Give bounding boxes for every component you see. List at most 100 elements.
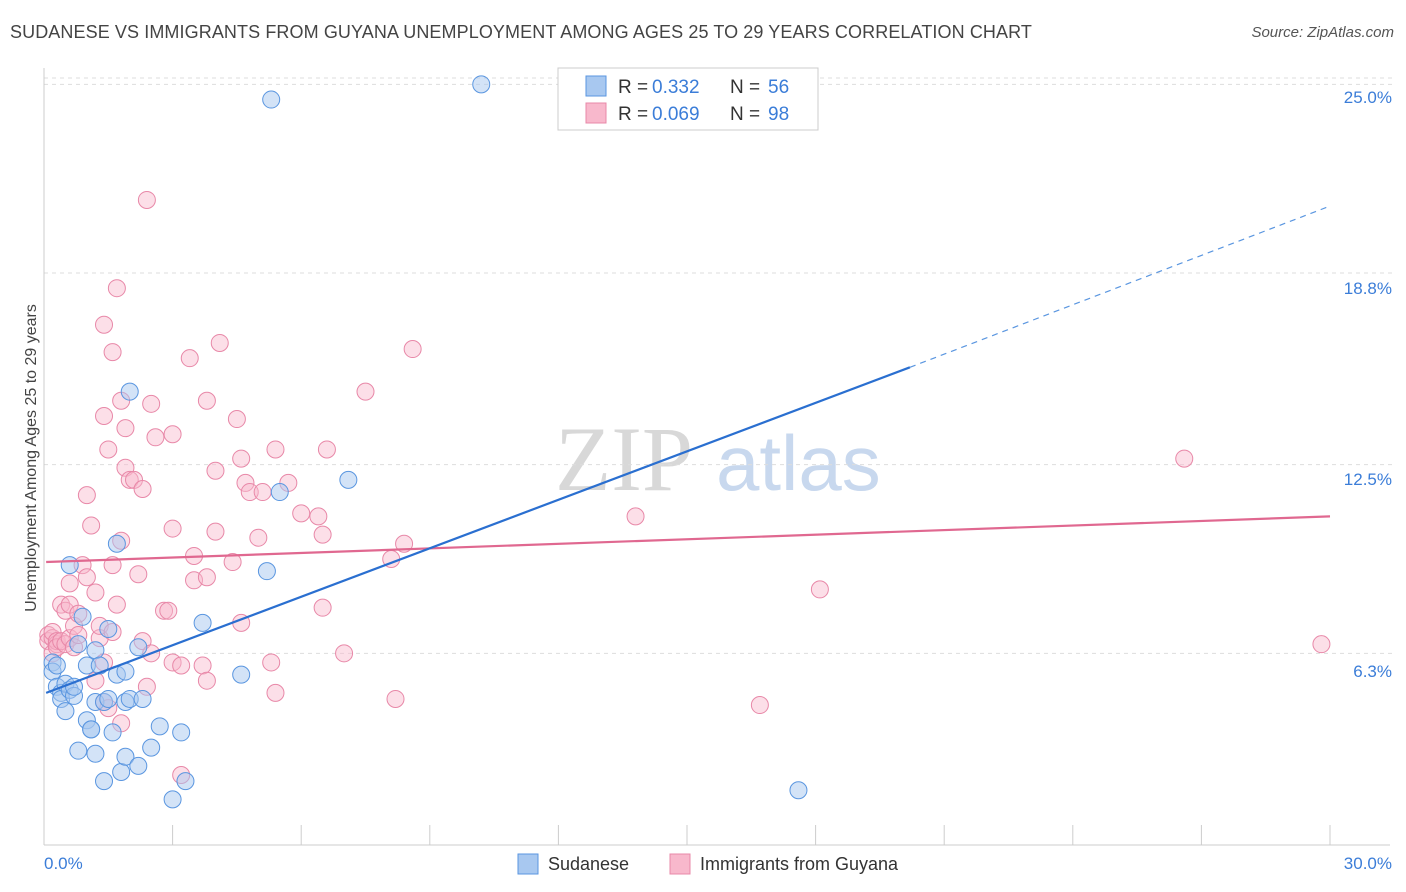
sudanese-point: [232, 665, 251, 684]
sudanese-point: [47, 656, 66, 675]
legend-r-value: 0.069: [652, 104, 700, 125]
guyana-point: [403, 340, 422, 359]
legend-r-value: 0.332: [652, 77, 700, 98]
guyana-point: [1312, 635, 1331, 654]
sudanese-point: [99, 689, 118, 708]
guyana-point: [146, 428, 165, 447]
guyana-point: [180, 349, 199, 368]
y-axis-title: Unemployment Among Ages 25 to 29 years: [23, 304, 40, 612]
y-tick-label: 12.5%: [1344, 470, 1392, 489]
sudanese-point: [69, 741, 88, 760]
legend-n-value: 56: [768, 77, 789, 98]
guyana-point: [116, 419, 135, 438]
sudanese-point: [339, 470, 358, 489]
sudanese-point: [86, 641, 105, 660]
legend-r-label: R =: [618, 77, 648, 98]
guyana-point: [107, 595, 126, 614]
guyana-point: [95, 406, 114, 425]
guyana-point: [262, 653, 281, 672]
guyana-point: [99, 440, 118, 459]
sudanese-trend-line: [45, 366, 911, 694]
sudanese-point: [257, 562, 276, 581]
guyana-point: [133, 480, 152, 499]
guyana-point: [317, 440, 336, 459]
watermark-atlas: atlas: [716, 419, 881, 507]
guyana-point: [253, 483, 272, 502]
x-tick-label-min: 0.0%: [44, 854, 83, 873]
sudanese-point: [472, 75, 491, 94]
sudanese-point: [270, 483, 289, 502]
trend-lines: [45, 205, 1331, 694]
source-label: Source: ZipAtlas.com: [1251, 24, 1394, 41]
guyana-point: [197, 671, 216, 690]
sudanese-point: [129, 638, 148, 657]
sudanese-point: [176, 772, 195, 791]
guyana-point: [223, 553, 242, 572]
guyana-point: [159, 601, 178, 620]
guyana-point: [60, 574, 79, 593]
sudanese-point: [103, 723, 122, 742]
guyana-point: [236, 473, 255, 492]
guyana-point: [197, 568, 216, 587]
guyana-point: [356, 382, 375, 401]
chart-title: SUDANESE VS IMMIGRANTS FROM GUYANA UNEMP…: [10, 22, 1032, 42]
guyana-point: [750, 696, 769, 715]
sudanese-point: [69, 635, 88, 654]
sudanese-point: [95, 772, 114, 791]
legend-n-label: N =: [730, 77, 760, 98]
sudanese-point: [789, 781, 808, 800]
guyana-point: [1175, 449, 1194, 468]
bottom-legend-label-guyana: Immigrants from Guyana: [700, 854, 899, 874]
sudanese-point: [90, 656, 109, 675]
sudanese-point: [86, 744, 105, 763]
y-tick-label: 6.3%: [1353, 662, 1392, 681]
guyana-point: [86, 583, 105, 602]
legend-n-value: 98: [768, 104, 789, 125]
guyana-point: [137, 190, 156, 209]
guyana-point: [163, 425, 182, 444]
guyana-point: [240, 483, 259, 502]
guyana-point: [103, 343, 122, 362]
guyana-point: [206, 522, 225, 541]
guyana-point: [95, 315, 114, 334]
legend-swatch-guyana: [585, 102, 607, 124]
sudanese-point: [129, 756, 148, 775]
guyana-point: [266, 440, 285, 459]
bottom-legend-swatch-guyana: [669, 853, 691, 875]
guyana-point: [193, 656, 212, 675]
bottom-legend-swatch-sudanese: [517, 853, 539, 875]
guyana-point: [120, 470, 139, 489]
guyana-point: [206, 461, 225, 480]
guyana-point: [82, 516, 101, 535]
sudanese-point: [112, 762, 131, 781]
y-tick-label: 18.8%: [1344, 279, 1392, 298]
sudanese-point: [73, 607, 92, 626]
sudanese-point: [133, 689, 152, 708]
sudanese-point: [65, 677, 84, 696]
guyana-point: [77, 568, 96, 587]
sudanese-point: [120, 382, 139, 401]
guyana-point: [129, 565, 148, 584]
guyana-point: [232, 449, 251, 468]
guyana-point: [626, 507, 645, 526]
guyana-point: [163, 519, 182, 538]
guyana-point: [313, 598, 332, 617]
legend-r-label: R =: [618, 104, 648, 125]
guyana-point: [386, 689, 405, 708]
correlation-legend: R = 0.332 N = 56 R = 0.069 N = 98: [557, 67, 819, 131]
legend-swatch-sudanese: [585, 75, 607, 97]
guyana-point: [116, 458, 135, 477]
sudanese-point: [262, 90, 281, 109]
bottom-legend-label-sudanese: Sudanese: [548, 854, 629, 874]
y-tick-label: 25.0%: [1344, 88, 1392, 107]
guyana-point: [107, 279, 126, 298]
sudanese-point: [107, 534, 126, 553]
guyana-point: [313, 525, 332, 544]
x-tick-label-max: 30.0%: [1344, 854, 1392, 873]
sudanese-point: [163, 790, 182, 809]
sudanese-point: [142, 738, 161, 757]
guyana-trend-line: [46, 515, 1331, 564]
bottom-legend: Sudanese Immigrants from Guyana: [517, 853, 899, 875]
guyana-point: [172, 656, 191, 675]
